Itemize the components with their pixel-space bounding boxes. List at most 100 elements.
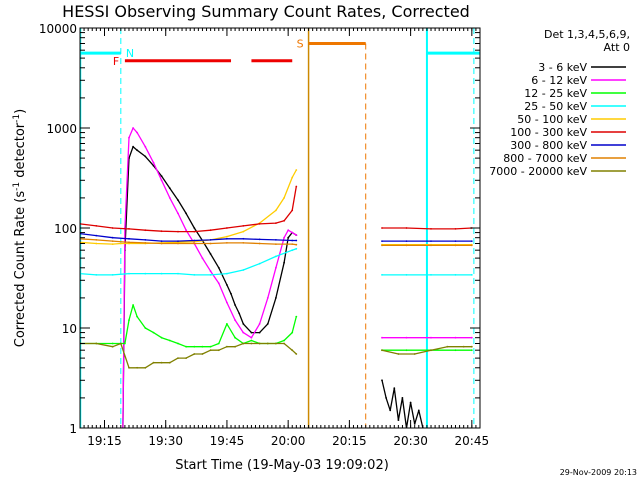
- data-point: [454, 336, 457, 339]
- x-tick-label: 20:15: [332, 434, 367, 448]
- data-point: [168, 187, 171, 190]
- data-point: [209, 274, 212, 276]
- data-point: [177, 242, 179, 245]
- data-point: [275, 266, 277, 269]
- data-point: [209, 345, 212, 348]
- data-point: [291, 331, 294, 334]
- data-point: [128, 272, 130, 275]
- data-point: [275, 255, 277, 258]
- data-point: [258, 238, 261, 241]
- data-point: [132, 145, 135, 148]
- y-tick-label: 10000: [39, 22, 77, 36]
- data-point: [185, 229, 188, 232]
- legend-label: 100 - 300 keV: [510, 126, 587, 139]
- data-point: [258, 223, 261, 225]
- data-point: [193, 239, 196, 242]
- data-point: [385, 397, 387, 399]
- y-tick-label: 10: [62, 322, 77, 336]
- data-point: [283, 219, 285, 222]
- data-point: [430, 244, 432, 247]
- data-point: [193, 242, 196, 245]
- data-point: [242, 230, 245, 233]
- data-point: [250, 342, 253, 345]
- data-point: [381, 379, 383, 382]
- data-point: [250, 331, 253, 334]
- data-point: [291, 349, 294, 352]
- data-point: [226, 235, 228, 238]
- data-point: [128, 241, 130, 244]
- data-point: [470, 240, 473, 243]
- legend-label: 12 - 25 keV: [524, 87, 587, 100]
- data-point: [291, 243, 294, 246]
- data-point: [226, 345, 228, 348]
- series-9: [80, 342, 473, 369]
- data-point: [95, 342, 98, 345]
- data-point: [152, 164, 155, 167]
- data-point: [283, 339, 285, 342]
- data-point: [291, 231, 294, 234]
- chart-title: HESSI Observing Summary Count Rates, Cor…: [62, 2, 470, 21]
- data-point: [201, 353, 204, 355]
- series-2: [122, 127, 473, 428]
- data-point: [242, 225, 245, 227]
- data-point: [242, 323, 245, 325]
- data-point: [95, 234, 98, 237]
- data-point: [295, 234, 298, 237]
- series-line: [80, 342, 297, 369]
- data-point: [168, 361, 171, 364]
- data-point: [470, 349, 473, 352]
- data-point: [160, 336, 163, 339]
- data-point: [470, 274, 473, 276]
- data-point: [124, 342, 126, 345]
- data-point: [132, 127, 135, 129]
- data-point: [234, 336, 237, 339]
- data-point: [430, 228, 432, 230]
- footer-date: 29-Nov-2009 20:13: [560, 468, 637, 477]
- data-point: [258, 323, 261, 325]
- legend-label: 800 - 7000 keV: [503, 152, 587, 165]
- data-point: [405, 336, 408, 339]
- data-point: [454, 274, 457, 276]
- data-point: [128, 228, 130, 230]
- data-point: [275, 239, 277, 241]
- y-axis-label-sup1: -1: [12, 182, 22, 191]
- data-point: [177, 357, 179, 359]
- data-point: [234, 319, 237, 321]
- data-point: [381, 240, 383, 243]
- data-point: [381, 349, 383, 352]
- data-point: [417, 409, 420, 412]
- data-point: [95, 239, 98, 241]
- data-point: [405, 244, 408, 247]
- data-point: [144, 242, 147, 244]
- data-point: [144, 272, 147, 275]
- data-point: [295, 243, 298, 246]
- data-point: [226, 301, 228, 304]
- data-point: [95, 274, 98, 276]
- data-point: [287, 229, 290, 232]
- data-point: [136, 366, 139, 369]
- data-point: [217, 349, 220, 352]
- data-point: [454, 244, 457, 247]
- data-point: [152, 331, 155, 334]
- data-point: [144, 145, 147, 148]
- data-point: [405, 227, 408, 229]
- y-axis-label-sup2: -1: [12, 114, 22, 123]
- legend-header-line1: Det 1,3,4,5,6,9,: [544, 28, 630, 41]
- data-point: [430, 349, 432, 352]
- data-point: [136, 131, 139, 134]
- data-point: [250, 336, 253, 339]
- data-point: [287, 236, 290, 239]
- data-point: [275, 243, 277, 246]
- data-point: [389, 409, 392, 412]
- data-point: [193, 274, 196, 276]
- data-point: [160, 175, 163, 178]
- data-point: [381, 274, 383, 276]
- data-point: [95, 242, 98, 245]
- data-point: [111, 227, 114, 229]
- legend-label: 25 - 50 keV: [524, 100, 587, 113]
- data-point: [168, 197, 171, 199]
- data-point: [413, 353, 416, 355]
- data-point: [405, 274, 408, 276]
- y-axis: 1 10 100 1000 10000: [39, 22, 480, 436]
